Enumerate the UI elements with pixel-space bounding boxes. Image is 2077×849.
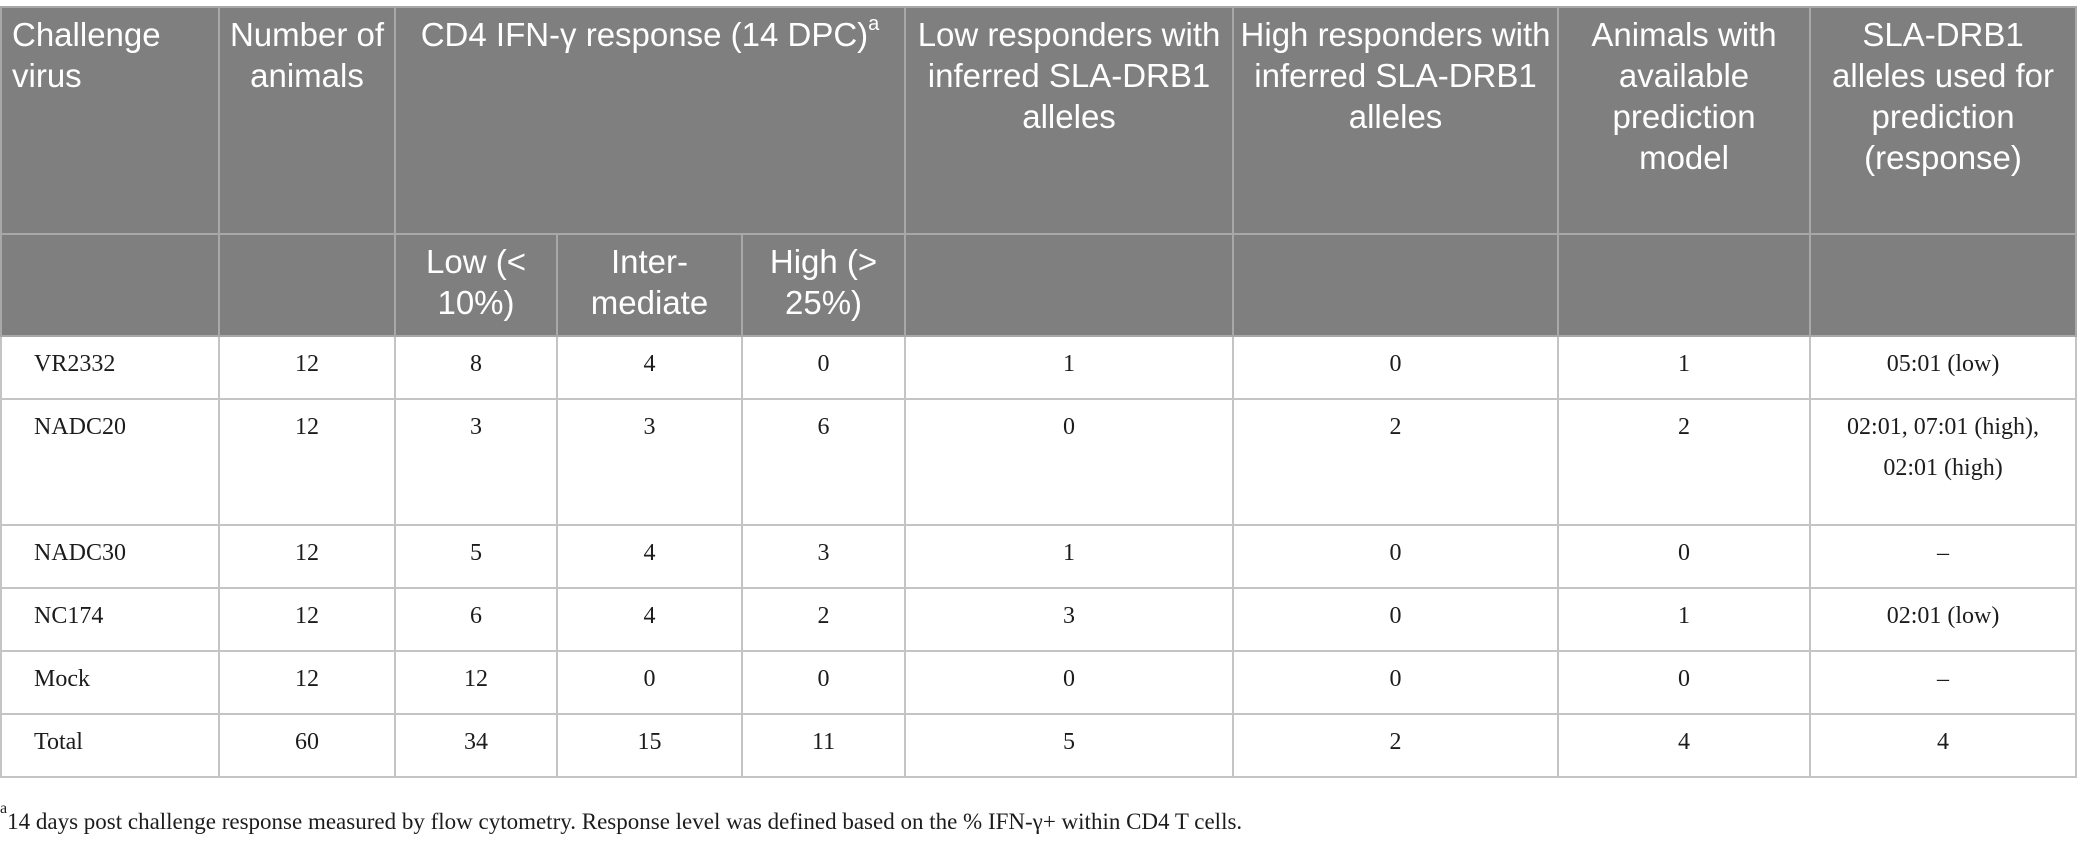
cell-prediction-model: 0 bbox=[1557, 650, 1812, 715]
header-cd4-response-text: CD4 IFN-γ response (14 DPC) bbox=[420, 16, 869, 53]
table-row: VR2332 12 8 4 0 1 0 1 05:01 (low) bbox=[0, 335, 2077, 400]
footnote-marker: a bbox=[0, 800, 8, 818]
table-row: NADC30 12 5 4 3 1 0 0 – bbox=[0, 524, 2077, 589]
header-row-2: Low (< 10%) Inter-mediate High (> 25%) bbox=[0, 233, 2077, 337]
cell-virus: NC174 bbox=[0, 587, 220, 652]
cell-high: 0 bbox=[740, 335, 907, 400]
cell-high: 11 bbox=[740, 713, 907, 778]
cell-low-responders: 0 bbox=[904, 398, 1235, 526]
cell-prediction-model: 4 bbox=[1557, 713, 1812, 778]
cell-low: 5 bbox=[394, 524, 558, 589]
cell-prediction-model: 0 bbox=[1557, 524, 1812, 589]
cell-low-responders: 3 bbox=[904, 587, 1235, 652]
cell-alleles-used: 4 bbox=[1809, 713, 2077, 778]
cell-intermediate: 4 bbox=[556, 587, 743, 652]
cell-prediction-model: 1 bbox=[1557, 587, 1812, 652]
cell-low: 6 bbox=[394, 587, 558, 652]
header-low-responders: Low responders with inferred SLA-DRB1 al… bbox=[904, 6, 1235, 235]
table-header: Challenge virus Number of animals CD4 IF… bbox=[0, 6, 2077, 337]
header-row-1: Challenge virus Number of animals CD4 IF… bbox=[0, 6, 2077, 235]
cell-animals: 12 bbox=[218, 650, 396, 715]
cell-high: 0 bbox=[740, 650, 907, 715]
header-high-responders: High responders with inferred SLA-DRB1 a… bbox=[1232, 6, 1560, 235]
cell-alleles-used: – bbox=[1809, 524, 2077, 589]
cell-intermediate: 3 bbox=[556, 398, 743, 526]
footnote-text: 14 days post challenge response measured… bbox=[7, 809, 1243, 834]
header-alleles-used: SLA-DRB1 alleles used for prediction (re… bbox=[1809, 6, 2077, 235]
cell-high-responders: 0 bbox=[1232, 650, 1560, 715]
cell-high-responders: 0 bbox=[1232, 587, 1560, 652]
cell-high-responders: 0 bbox=[1232, 335, 1560, 400]
cell-high-responders: 0 bbox=[1232, 524, 1560, 589]
cell-alleles-used: 02:01, 07:01 (high), 02:01 (high) bbox=[1809, 398, 2077, 526]
header-empty-cell bbox=[1232, 233, 1560, 337]
cell-low-responders: 5 bbox=[904, 713, 1235, 778]
cell-alleles-used: 05:01 (low) bbox=[1809, 335, 2077, 400]
cell-low: 3 bbox=[394, 398, 558, 526]
cell-low-responders: 1 bbox=[904, 335, 1235, 400]
cell-high: 2 bbox=[740, 587, 907, 652]
header-cd4-response: CD4 IFN-γ response (14 DPC)a bbox=[393, 6, 907, 235]
header-empty-cell bbox=[0, 233, 220, 337]
cell-low-responders: 1 bbox=[904, 524, 1235, 589]
table-row: NC174 12 6 4 2 3 0 1 02:01 (low) bbox=[0, 587, 2077, 652]
cell-animals: 12 bbox=[218, 335, 396, 400]
cell-low: 12 bbox=[394, 650, 558, 715]
cell-intermediate: 4 bbox=[556, 524, 743, 589]
cell-virus: NADC20 bbox=[0, 398, 220, 526]
cell-alleles-used: 02:01 (low) bbox=[1809, 587, 2077, 652]
cell-animals: 12 bbox=[218, 587, 396, 652]
cell-prediction-model: 1 bbox=[1557, 335, 1812, 400]
cell-intermediate: 0 bbox=[556, 650, 743, 715]
header-empty-cell bbox=[904, 233, 1235, 337]
header-empty-cell bbox=[1557, 233, 1812, 337]
cell-virus: Total bbox=[0, 713, 220, 778]
cell-high-responders: 2 bbox=[1232, 713, 1560, 778]
cell-virus: NADC30 bbox=[0, 524, 220, 589]
footnote-marker-a: a bbox=[868, 13, 880, 35]
header-number-of-animals: Number of animals bbox=[218, 6, 396, 235]
header-sub-high: High (> 25%) bbox=[740, 233, 907, 337]
cell-low-responders: 0 bbox=[904, 650, 1235, 715]
cell-intermediate: 4 bbox=[556, 335, 743, 400]
cell-high: 6 bbox=[740, 398, 907, 526]
cell-intermediate: 15 bbox=[556, 713, 743, 778]
header-sub-intermediate: Inter-mediate bbox=[556, 233, 743, 337]
cell-virus: Mock bbox=[0, 650, 220, 715]
cell-low: 34 bbox=[394, 713, 558, 778]
header-challenge-virus: Challenge virus bbox=[0, 6, 220, 235]
header-empty-cell bbox=[1809, 233, 2077, 337]
cell-animals: 60 bbox=[218, 713, 396, 778]
header-sub-low: Low (< 10%) bbox=[394, 233, 558, 337]
cell-high-responders: 2 bbox=[1232, 398, 1560, 526]
cell-animals: 12 bbox=[218, 524, 396, 589]
header-empty-cell bbox=[218, 233, 396, 337]
table-footnote: a14 days post challenge response measure… bbox=[0, 801, 1243, 837]
cell-high: 3 bbox=[740, 524, 907, 589]
results-table: Challenge virus Number of animals CD4 IF… bbox=[0, 6, 2077, 778]
cell-prediction-model: 2 bbox=[1557, 398, 1812, 526]
cell-animals: 12 bbox=[218, 398, 396, 526]
cell-low: 8 bbox=[394, 335, 558, 400]
table-row-total: Total 60 34 15 11 5 2 4 4 bbox=[0, 713, 2077, 778]
table-body: VR2332 12 8 4 0 1 0 1 05:01 (low) NADC20… bbox=[0, 335, 2077, 778]
table-row: NADC20 12 3 3 6 0 2 2 02:01, 07:01 (high… bbox=[0, 398, 2077, 526]
cell-virus: VR2332 bbox=[0, 335, 220, 400]
header-prediction-model: Animals with available prediction model bbox=[1557, 6, 1812, 235]
cell-alleles-used: – bbox=[1809, 650, 2077, 715]
table-row: Mock 12 12 0 0 0 0 0 – bbox=[0, 650, 2077, 715]
